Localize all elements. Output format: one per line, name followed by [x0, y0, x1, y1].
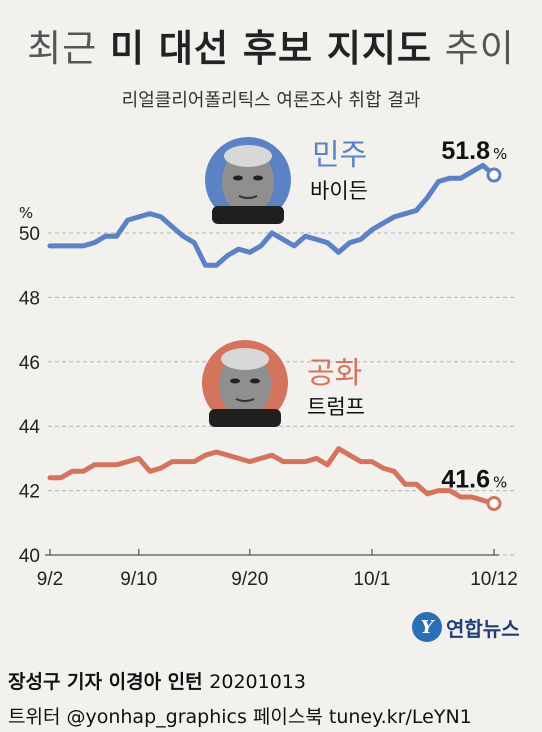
x-tick-label: 9/2 — [37, 569, 63, 590]
series-lines — [47, 162, 502, 511]
trump-portrait — [202, 340, 288, 427]
chart-subtitle: 리얼클리어폴리틱스 여론조사 취합 결과 — [121, 90, 421, 111]
final-value-unit: % — [493, 145, 507, 163]
portrait-eye — [233, 175, 243, 181]
final-value-label: 51.8 — [441, 137, 490, 165]
biden-portrait — [205, 137, 291, 224]
portrait-suit — [212, 206, 284, 224]
title-bold: 미 대선 후보 지지도 — [110, 27, 432, 70]
title-suffix: 추이 — [444, 27, 515, 70]
title-prefix: 최근 — [27, 27, 98, 70]
portrait-mouth — [238, 195, 258, 199]
y-axis: 40 42 44 46 48 50% — [19, 204, 41, 567]
series-end-point — [486, 495, 502, 511]
portrait-eye — [253, 175, 263, 181]
portrait-face — [222, 149, 274, 215]
series-line — [47, 446, 497, 506]
y-tick-label: 42 — [19, 482, 40, 503]
credit-line-2: 트위터 @yonhap_graphics 페이스북 tuney.kr/LeYN1 — [8, 706, 472, 728]
x-axis: 9/2 9/10 9/20 10/1 10/12 — [37, 549, 518, 590]
portrait-hair — [224, 145, 272, 167]
series-end-point — [486, 167, 502, 183]
portrait-eye — [230, 378, 240, 384]
y-axis-unit: % — [19, 204, 33, 222]
final-value-label: 41.6 — [441, 465, 490, 493]
series-party-label: 공화 — [307, 356, 362, 391]
series-candidate-label: 바이든 — [310, 179, 368, 203]
y-tick-label: 50 — [19, 224, 40, 245]
page-title: 최근 미 대선 후보 지지도 추이 — [0, 18, 542, 72]
y-tick-label: 40 — [19, 546, 40, 567]
line-chart: 40 42 44 46 48 50% 9/2 9/10 9/20 10/1 10/12 51.8%… — [19, 137, 518, 590]
portrait-hair — [221, 348, 269, 370]
credit-line-1: 장성구 기자 이경아 인턴 20201013 — [8, 667, 306, 694]
portraits — [202, 137, 291, 427]
yonhap-logo-text: 연합뉴스 — [446, 616, 520, 641]
y-tick-label: 48 — [19, 288, 40, 309]
final-value-unit: % — [493, 473, 507, 491]
portrait-mouth — [235, 398, 255, 402]
series-party-label: 민주 — [312, 138, 367, 173]
yonhap-logo: Y 연합뉴스 — [412, 610, 520, 644]
yonhap-logo-icon: Y — [412, 612, 442, 642]
series-line — [47, 162, 497, 268]
series-candidate-label: 트럼프 — [307, 395, 365, 419]
x-tick-label: 10/12 — [470, 569, 518, 590]
portrait-face — [219, 352, 271, 418]
credit-authors: 장성구 기자 이경아 인턴 — [8, 671, 203, 693]
y-tick-label: 46 — [19, 353, 40, 374]
credit-date: 20201013 — [209, 671, 306, 693]
portrait-suit — [209, 409, 281, 427]
y-tick-label: 44 — [19, 417, 41, 438]
x-tick-label: 9/10 — [120, 569, 157, 590]
x-tick-label: 10/1 — [353, 569, 390, 590]
portrait-eye — [250, 378, 260, 384]
x-tick-label: 9/20 — [231, 569, 268, 590]
